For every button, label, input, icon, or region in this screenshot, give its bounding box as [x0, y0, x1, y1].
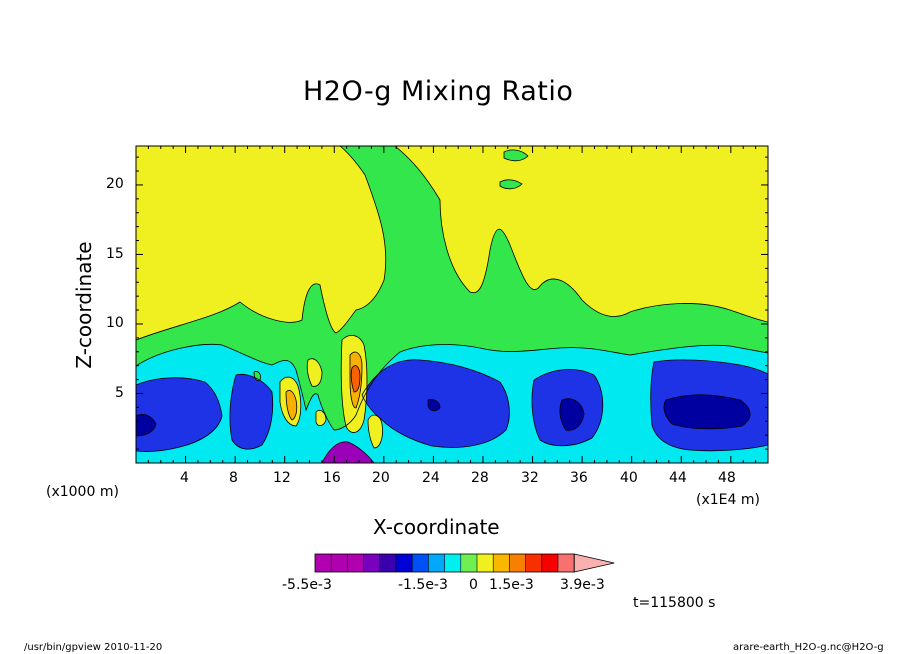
contour-line [285, 351, 363, 421]
x-tick-label: 32 [521, 470, 539, 486]
contour-line [136, 146, 768, 463]
colorbar-segment [460, 554, 478, 572]
colorbar-segment [412, 554, 429, 572]
x-tick-label: 48 [718, 470, 736, 486]
colorbar-segment [477, 554, 494, 572]
contour-band-negative [322, 441, 374, 463]
colorbar-segment [396, 554, 413, 572]
y-tick-label: 15 [106, 246, 124, 262]
colorbar-segment [444, 554, 462, 572]
colorbar-segment [379, 554, 397, 572]
contour-band-low [136, 359, 768, 452]
x-unit-left: (x1000 m) [46, 484, 119, 500]
colorbar-segment [315, 554, 332, 572]
footer-right: arare-earth_H2O-g.nc@H2O-g [733, 642, 884, 653]
colorbar-label: -1.5e-3 [398, 577, 448, 593]
colorbar-label: -5.5e-3 [282, 577, 332, 593]
x-tick-label: 4 [180, 470, 189, 486]
x-tick-label: 20 [372, 470, 390, 486]
chart-title: H2O-g Mixing Ratio [303, 76, 574, 107]
colorbar-segment [541, 554, 559, 572]
colorbar-segment [331, 554, 348, 572]
colorbar-segment [347, 554, 365, 572]
x-axis-label: X-coordinate [373, 515, 500, 539]
contour-bands [136, 146, 768, 463]
colorbar-label: 1.5e-3 [489, 577, 534, 593]
x-tick-label: 8 [229, 470, 238, 486]
contour-line [279, 335, 383, 449]
colorbar-segment [525, 554, 543, 572]
x-tick-label: 24 [422, 470, 440, 486]
plot-frame [135, 145, 769, 464]
x-tick-label: 12 [273, 470, 291, 486]
x-tick-label: 16 [323, 470, 341, 486]
contour-line [350, 365, 361, 393]
contour-band-peak [351, 365, 360, 392]
contour-band-very-low [136, 394, 751, 436]
x-tick-label: 40 [620, 470, 638, 486]
footer-left: /usr/bin/gpview 2010-11-20 [24, 642, 163, 653]
contour-line [136, 344, 768, 463]
contour-line [136, 394, 751, 437]
colorbar-label: 3.9e-3 [560, 577, 605, 593]
x-tick-label: 28 [471, 470, 489, 486]
time-label: t=115800 s [633, 595, 716, 611]
contour-lines [136, 146, 768, 463]
y-axis-label: Z-coordinate [72, 241, 96, 369]
axis-ticks [136, 146, 768, 463]
y-tick-label: 10 [106, 315, 124, 331]
contour-line [136, 359, 768, 452]
x-tick-label: 44 [669, 470, 687, 486]
colorbar-segment [363, 554, 381, 572]
colorbar-segment [509, 554, 527, 572]
colorbar [314, 553, 615, 573]
y-tick-label: 5 [115, 385, 124, 401]
colorbar-segment [428, 554, 446, 572]
colorbar-extend-arrow [573, 553, 615, 573]
x-tick-label: 36 [570, 470, 588, 486]
contour-band-high [286, 352, 362, 420]
y-tick-label: 20 [106, 176, 124, 192]
contour-line [253, 149, 529, 381]
colorbar-segment [493, 554, 510, 572]
colorbar-label: 0 [469, 577, 478, 593]
contour-line [321, 441, 375, 463]
colorbar-segment [558, 554, 575, 572]
x-unit-right: (x1E4 m) [696, 492, 760, 508]
